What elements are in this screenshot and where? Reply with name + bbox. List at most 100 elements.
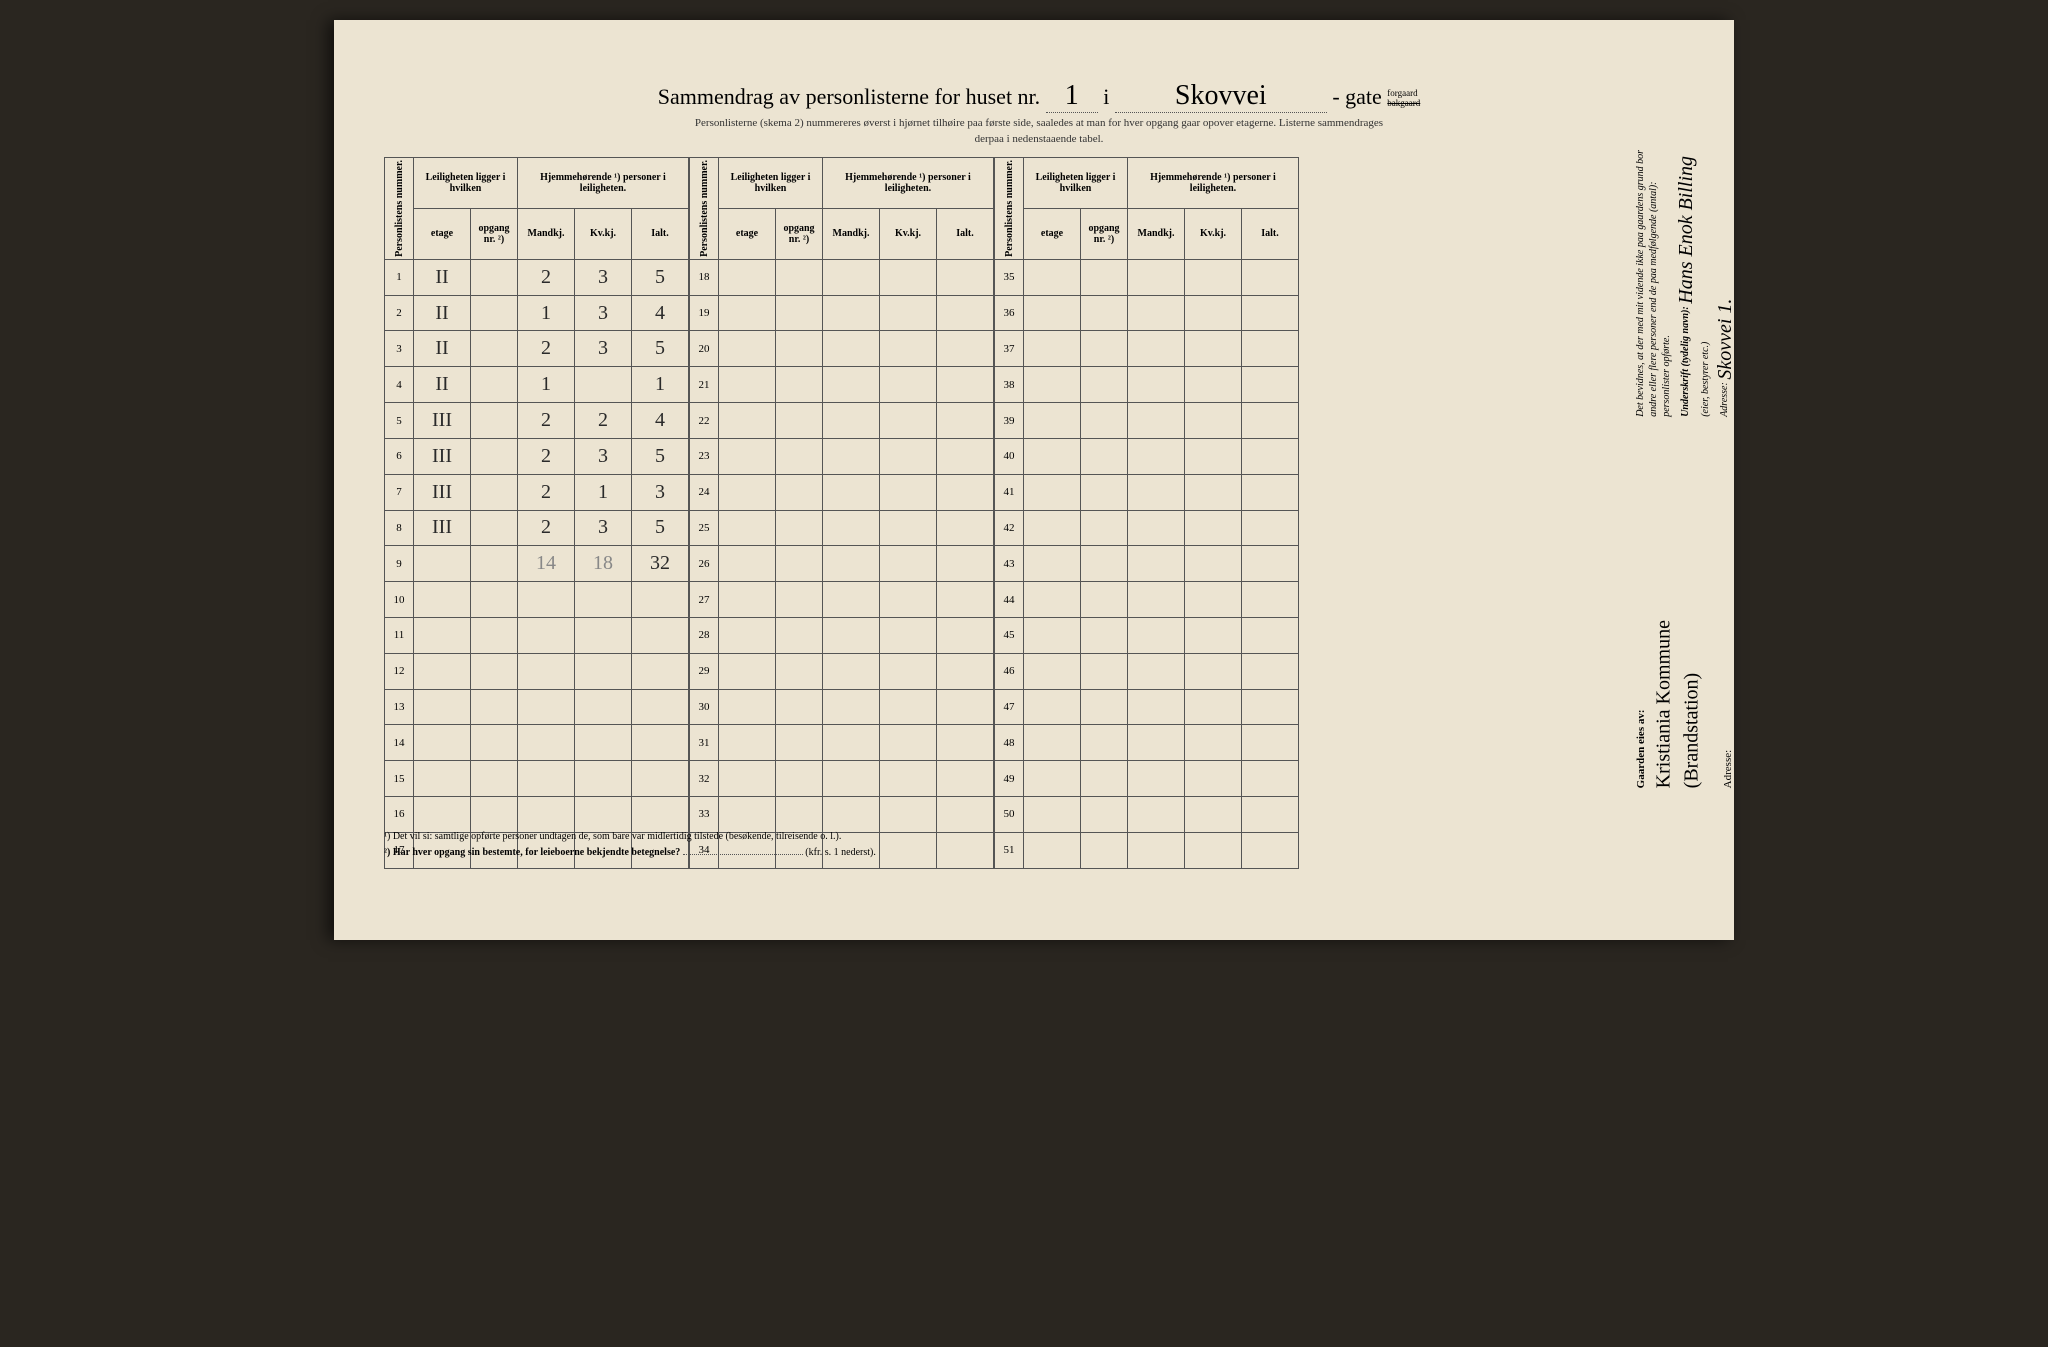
form-title: Sammendrag av personlisterne for huset n…	[384, 80, 1694, 113]
table-row: 33	[690, 797, 994, 833]
table-row: 31	[690, 725, 994, 761]
cell-opgang	[471, 761, 518, 797]
cell-kvkj	[575, 582, 632, 618]
cell-kvkj	[880, 761, 937, 797]
cell-etage	[1024, 474, 1081, 510]
row-number: 29	[690, 653, 719, 689]
cell-kvkj: 3	[575, 295, 632, 331]
cell-etage	[1024, 438, 1081, 474]
cell-kvkj	[880, 653, 937, 689]
row-number: 28	[690, 617, 719, 653]
cell-ialt	[937, 510, 994, 546]
cell-kvkj: 3	[575, 510, 632, 546]
cell-mandkj	[518, 653, 575, 689]
owner-label: Gaarden eies av:	[1635, 709, 1647, 788]
col-ialt: Ialt.	[937, 208, 994, 259]
col-kvkj: Kv.kj.	[575, 208, 632, 259]
table-row: 46	[995, 653, 1299, 689]
row-number: 40	[995, 438, 1024, 474]
forgaard-bakgaard: forgaard bakgaard	[1387, 89, 1420, 109]
table-row: 6III235	[385, 438, 689, 474]
cell-etage: III	[414, 474, 471, 510]
cell-mandkj	[823, 474, 880, 510]
cell-mandkj	[823, 331, 880, 367]
cell-etage	[1024, 761, 1081, 797]
subtitle-line1: Personlisterne (skema 2) nummereres øver…	[384, 117, 1694, 129]
cell-opgang	[471, 367, 518, 403]
table-row: 1II235	[385, 259, 689, 295]
cell-opgang	[1081, 438, 1128, 474]
cell-mandkj	[518, 725, 575, 761]
cell-opgang	[1081, 295, 1128, 331]
row-number: 42	[995, 510, 1024, 546]
cell-mandkj	[1128, 797, 1185, 833]
cell-etage	[1024, 582, 1081, 618]
cell-etage	[719, 797, 776, 833]
cell-opgang	[1081, 582, 1128, 618]
cell-kvkj	[575, 367, 632, 403]
cell-etage	[414, 582, 471, 618]
cell-kvkj	[1185, 832, 1242, 868]
col-etage: etage	[1024, 208, 1081, 259]
cell-etage	[1024, 331, 1081, 367]
cell-mandkj	[823, 438, 880, 474]
i-word: i	[1103, 84, 1109, 109]
cell-mandkj	[1128, 474, 1185, 510]
row-number: 51	[995, 832, 1024, 868]
cell-etage: II	[414, 367, 471, 403]
cell-etage	[414, 761, 471, 797]
col-mandkj: Mandkj.	[1128, 208, 1185, 259]
table-row: 41	[995, 474, 1299, 510]
col-hjemme: Hjemmehørende ¹) personer i leiligheten.	[1128, 158, 1299, 209]
owner-panel: Gaarden eies av: Kristiania Kommune (Bra…	[1634, 620, 1694, 900]
cell-ialt	[632, 797, 689, 833]
col-leilighet: Leiligheten ligger i hvilken	[719, 158, 823, 209]
cell-opgang	[776, 295, 823, 331]
col-personlistens: Personlistens nummer.	[385, 158, 414, 260]
cell-mandkj	[1128, 582, 1185, 618]
cell-kvkj: 3	[575, 331, 632, 367]
cell-kvkj	[1185, 510, 1242, 546]
cell-opgang	[1081, 617, 1128, 653]
cell-ialt	[1242, 403, 1299, 439]
cell-kvkj	[1185, 295, 1242, 331]
cell-opgang	[1081, 832, 1128, 868]
cell-mandkj	[1128, 761, 1185, 797]
row-number: 32	[690, 761, 719, 797]
cell-etage	[1024, 295, 1081, 331]
table-row: 32	[690, 761, 994, 797]
row-number: 10	[385, 582, 414, 618]
row-number: 31	[690, 725, 719, 761]
cell-opgang	[471, 689, 518, 725]
table-row: 22	[690, 403, 994, 439]
cell-kvkj	[1185, 259, 1242, 295]
col-kvkj: Kv.kj.	[1185, 208, 1242, 259]
cell-mandkj: 2	[518, 403, 575, 439]
table-row: 20	[690, 331, 994, 367]
table-row: 18	[690, 259, 994, 295]
row-number: 18	[690, 259, 719, 295]
table-row: 39	[995, 403, 1299, 439]
table-row: 10	[385, 582, 689, 618]
row-number: 4	[385, 367, 414, 403]
cell-ialt	[1242, 438, 1299, 474]
cell-opgang	[471, 331, 518, 367]
cell-mandkj	[823, 653, 880, 689]
row-number: 12	[385, 653, 414, 689]
table-row: 35	[995, 259, 1299, 295]
cell-ialt	[937, 653, 994, 689]
cell-kvkj	[575, 689, 632, 725]
table-row: 51	[995, 832, 1299, 868]
cell-etage	[1024, 403, 1081, 439]
cell-etage	[414, 653, 471, 689]
cell-ialt: 5	[632, 510, 689, 546]
cell-opgang	[1081, 689, 1128, 725]
table-row: 49	[995, 761, 1299, 797]
cell-ialt: 4	[632, 403, 689, 439]
cell-kvkj	[880, 797, 937, 833]
table-row: 50	[995, 797, 1299, 833]
col-hjemme: Hjemmehørende ¹) personer i leiligheten.	[518, 158, 689, 209]
cell-kvkj	[1185, 367, 1242, 403]
cell-ialt	[937, 761, 994, 797]
cell-etage	[719, 510, 776, 546]
